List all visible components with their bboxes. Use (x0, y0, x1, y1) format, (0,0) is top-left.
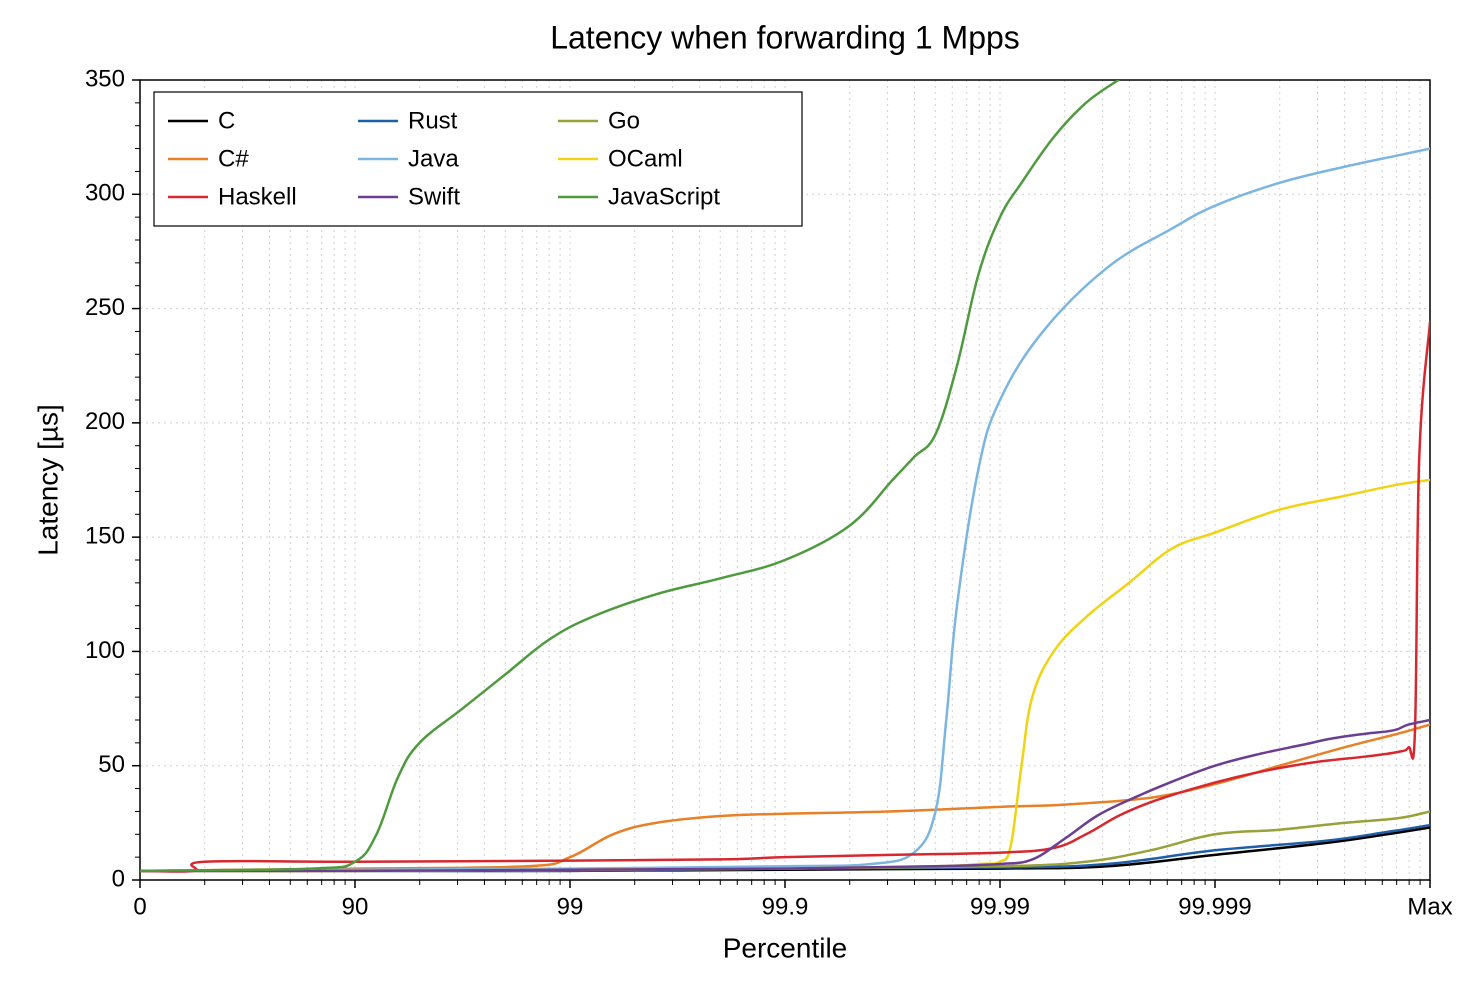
svg-text:99.999: 99.999 (1178, 893, 1251, 920)
legend-item-haskell: Haskell (218, 183, 297, 210)
svg-text:100: 100 (85, 637, 125, 664)
legend-item-javascript: JavaScript (608, 183, 720, 210)
svg-text:0: 0 (112, 865, 125, 892)
svg-text:99: 99 (557, 893, 584, 920)
svg-text:50: 50 (98, 751, 125, 778)
legend-item-csharp: C# (218, 145, 249, 172)
legend-item-c: C (218, 107, 235, 134)
svg-text:99.99: 99.99 (970, 893, 1030, 920)
legend-item-rust: Rust (408, 107, 458, 134)
y-axis-label: Latency [µs] (32, 404, 63, 556)
svg-text:99.9: 99.9 (762, 893, 809, 920)
svg-text:90: 90 (342, 893, 369, 920)
svg-text:200: 200 (85, 408, 125, 435)
svg-text:Max: Max (1407, 893, 1452, 920)
legend-item-java: Java (408, 145, 459, 172)
svg-text:250: 250 (85, 294, 125, 321)
chart-svg: Latency when forwarding 1 Mpps 0 50 100 150 2… (0, 0, 1480, 1000)
legend-item-go: Go (608, 107, 640, 134)
svg-text:300: 300 (85, 180, 125, 207)
legend-item-swift: Swift (408, 183, 460, 210)
legend: C C# Haskell Rust Java Swift Go OCaml JavaScript (154, 92, 802, 226)
x-axis-label: Percentile (723, 932, 848, 963)
svg-text:350: 350 (85, 65, 125, 92)
chart-title: Latency when forwarding 1 Mpps (550, 19, 1020, 55)
legend-item-ocaml: OCaml (608, 145, 683, 172)
svg-text:150: 150 (85, 522, 125, 549)
latency-chart: Latency when forwarding 1 Mpps 0 50 100 150 2… (0, 0, 1480, 1000)
svg-text:0: 0 (133, 893, 146, 920)
